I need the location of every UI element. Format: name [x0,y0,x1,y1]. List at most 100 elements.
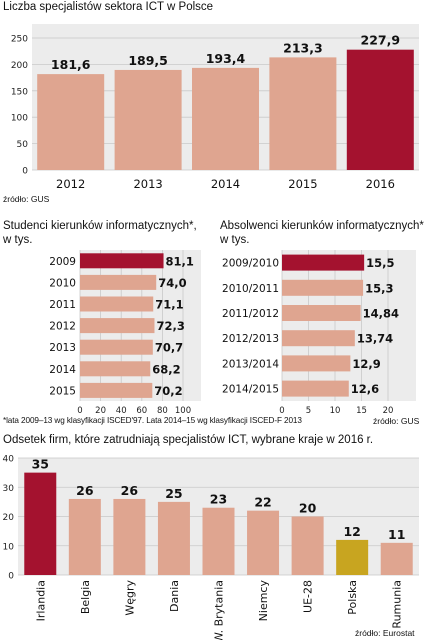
chart4-category-label: UE-28 [302,580,315,613]
chart1-ytick-label: 0 [22,167,28,177]
chart2-value-label: 70,7 [155,341,183,355]
chart3-bar [282,380,349,397]
chart2-category-label: 2014 [49,364,76,376]
chart1-bar [192,67,259,170]
chart2-value-label: 74,0 [158,276,186,290]
chart2-xtick-label: 60 [136,406,147,415]
chart3-title: Absolwenci kierunków informatycznych*, w… [220,219,424,247]
chart2-title-line2: w tys. [3,234,33,246]
chart3-xtick-label: 20 [383,406,394,415]
chart4-bar [336,539,369,575]
chart3-value-label: 12,9 [352,357,380,371]
chart4-bar [24,472,57,575]
chart2-bar [80,339,153,355]
chart3-panel [282,250,416,401]
chart4-title: Odsetek firm, które zatrudniają specjali… [3,434,374,446]
chart3-category-label: 2012/2013 [222,333,279,345]
chart4-value-label: 25 [165,486,182,501]
chart3-xtick-label: 5 [306,406,311,415]
chart4-bar [202,507,235,575]
chart3-bar [282,330,355,347]
chart3-bar [282,305,361,321]
chart2-category-label: 2015 [49,385,76,397]
chart4-category-label: Belgia [79,580,92,614]
chart3-category-label: 2009/2010 [222,258,279,270]
chart1-bar [346,49,414,170]
chart4-value-label: 12 [343,524,360,539]
chart4-ytick-label: 10 [3,542,15,552]
chart1-value-label: 181,6 [51,57,91,72]
chart4-ytick-label: 0 [8,572,14,582]
chart3-value-label: 15,3 [365,281,393,295]
chart3-bar [282,279,364,296]
chart3-svg: 0 5 10 15 20 2009/2010 15,5 2010/2011 15,3 2011/2… [222,250,399,415]
chart1-value-label: 213,3 [283,40,323,55]
chart4-ytick-label: 20 [3,513,15,523]
chart1-category-label: 2015 [288,177,317,191]
chart4-category-label: Niemcy [257,580,270,622]
chart2-category-label: 2009 [49,256,76,268]
chart1-category-label: 2012 [56,177,85,191]
chart4-category-label: Dania [168,580,181,612]
chart4-bar [68,498,101,575]
chart2-category-label: 2011 [49,299,76,311]
chart2-value-label: 68,2 [152,362,180,376]
chart1-value-label: 227,9 [361,33,401,48]
chart2-value-label: 70,2 [154,384,182,398]
chart2-xtick-label: 0 [77,406,82,415]
chart1-source: źródło: GUS [3,194,50,204]
chart3-category-label: 2010/2011 [222,283,279,295]
chart2-bar [80,318,155,334]
chart1-ytick-label: 100 [11,114,28,124]
chart4-category-label: Rumunia [391,580,404,629]
chart3-title-line1: Absolwenci kierunków informatycznych*, [220,220,424,232]
chart3-title-line2: w tys. [220,234,250,246]
chart2-xtick-label: 20 [95,406,106,415]
chart2-bar [80,253,164,269]
chart2-title: Studenci kierunków informatycznych*, w t… [3,219,197,247]
chart2-xtick-label: 40 [116,406,127,415]
chart1-ytick-label: 150 [11,87,28,97]
chart4-value-label: 11 [388,527,405,542]
chart4-ytick-label: 30 [3,484,15,494]
footnote: *lata 2009–13 wg klasyfikacji ISCED'97. … [3,416,302,425]
chart3-category-label: 2011/2012 [222,308,279,320]
chart1-ytick-label: 200 [11,61,28,71]
chart1-svg: 0 50 100 150 200 250 181,6 2012 189,5 2013 193,4 20… [11,33,419,191]
chart4-category-label: W. Brytania [213,580,226,640]
chart2-xtick-label: 100 [175,406,191,415]
chart4-value-label: 23 [210,492,227,507]
chart1-category-label: 2014 [211,177,240,191]
chart4-source: źródło: Eurostat [355,628,415,638]
chart2-bar [80,361,151,377]
chart3-xtick-label: 0 [279,406,284,415]
chart3-value-label: 15,5 [366,256,394,270]
chart2-value-label: 72,3 [156,319,184,333]
chart3-bar [282,254,365,271]
chart1-ytick-label: 250 [11,35,28,45]
chart3-category-label: 2014/2015 [222,384,279,396]
chart2-category-label: 2013 [49,342,76,354]
chart2-value-label: 71,1 [155,298,183,312]
chart2-category-label: 2010 [49,277,76,289]
chart4-value-label: 35 [32,457,49,472]
chart3-xtick-label: 15 [356,406,367,415]
chart3-xtick-label: 10 [330,406,341,415]
chart2-title-line1: Studenci kierunków informatycznych*, [3,220,197,232]
chart4-value-label: 22 [254,495,271,510]
chart1-value-label: 193,4 [206,51,246,66]
chart2-bar [80,382,153,398]
chart2-bar [80,296,154,312]
chart3-bar [282,355,351,372]
chart1-bar [269,57,337,170]
chart4-ytick-label: 40 [3,455,15,465]
chart4-category-label: Polska [346,580,359,615]
chart3-value-label: 13,74 [357,332,393,346]
chart4-category-label: Węgry [123,580,136,616]
chart3-category-label: 2013/2014 [222,358,279,370]
chart1-bar [37,74,105,170]
chart4-bar [157,501,190,575]
chart4-value-label: 26 [76,483,94,498]
chart4-category-label: Irlandia [34,580,47,621]
chart4-bar [380,542,413,575]
